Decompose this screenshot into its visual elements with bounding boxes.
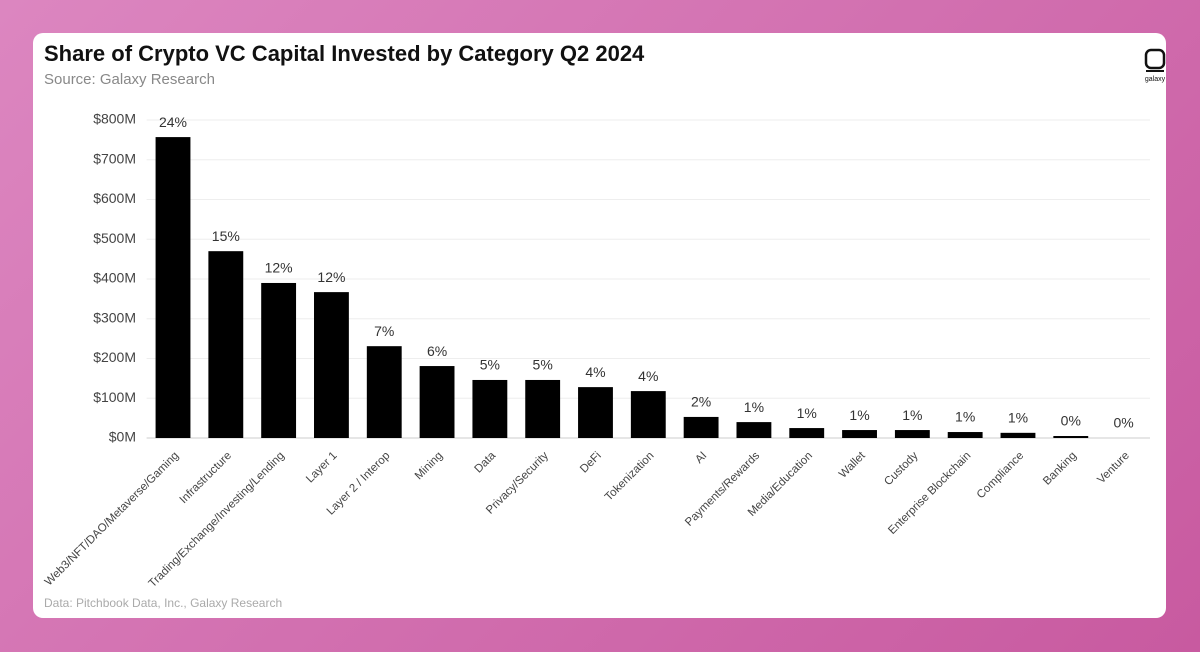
- bar: [630, 391, 666, 438]
- x-tick-label: Custody: [882, 450, 920, 488]
- y-tick-label: $600M: [93, 190, 136, 206]
- bar: [419, 366, 455, 438]
- y-tick-label: $400M: [93, 270, 136, 286]
- chart-title: Share of Crypto VC Capital Invested by C…: [44, 41, 645, 66]
- bar-share-label: 15%: [212, 228, 240, 244]
- y-tick-label: $700M: [93, 150, 136, 166]
- bar-share-label: 4%: [638, 368, 658, 384]
- bar: [314, 292, 349, 438]
- logo-icon: [1144, 48, 1166, 70]
- bar-share-label: 5%: [480, 357, 500, 373]
- bar-share-label: 0%: [1061, 413, 1081, 429]
- bar: [842, 430, 877, 438]
- bar: [683, 416, 719, 438]
- x-tick-label: Tokenization: [603, 450, 657, 504]
- bar: [578, 387, 613, 438]
- x-tick-label: Compliance: [975, 450, 1026, 501]
- bar-share-label: 7%: [374, 323, 394, 339]
- bar-share-label: 1%: [744, 399, 764, 415]
- bar-share-label: 5%: [533, 357, 553, 373]
- bar: [472, 379, 508, 438]
- footnote: Data: Pitchbook Data, Inc., Galaxy Resea…: [44, 596, 282, 610]
- bar-share-label: 12%: [265, 260, 293, 276]
- bar-share-label: 1%: [1008, 410, 1028, 426]
- x-tick-label: Banking: [1041, 450, 1079, 488]
- bar: [789, 428, 825, 438]
- y-tick-label: $200M: [93, 349, 136, 365]
- y-tick-label: $0M: [109, 429, 136, 445]
- bar-share-label: 1%: [902, 407, 922, 423]
- x-tick-label: Data: [472, 449, 498, 475]
- logo-text: galaxy: [1145, 76, 1166, 83]
- y-tick-label: $800M: [93, 111, 136, 127]
- bar-share-label: 1%: [849, 407, 869, 423]
- bar-share-label: 1%: [797, 405, 817, 421]
- x-tick-label: Infrastructure: [178, 450, 234, 506]
- bar: [1000, 432, 1036, 438]
- bar-share-label: 4%: [585, 364, 605, 380]
- x-tick-label: DeFi: [578, 450, 604, 476]
- bar-share-label: 6%: [427, 343, 447, 359]
- bar-share-label: 24%: [159, 114, 187, 130]
- y-tick-label: $300M: [93, 309, 136, 325]
- bar: [208, 251, 244, 438]
- x-tick-label: AI: [693, 450, 709, 466]
- bar: [736, 422, 772, 438]
- bar: [261, 282, 297, 438]
- x-tick-label: Payments/Rewards: [683, 450, 762, 529]
- bar: [155, 137, 191, 438]
- chart-subtitle: Source: Galaxy Research: [44, 71, 215, 88]
- x-tick-label: Venture: [1095, 450, 1132, 487]
- y-tick-label: $100M: [93, 389, 136, 405]
- bar-share-label: 2%: [691, 394, 711, 410]
- y-tick-label: $500M: [93, 230, 136, 246]
- bar-share-label: 12%: [317, 269, 345, 285]
- bar: [1053, 436, 1089, 438]
- bar: [366, 346, 402, 438]
- bar: [525, 379, 561, 438]
- bar-share-label: 0%: [1113, 415, 1133, 431]
- bar: [894, 430, 930, 438]
- x-tick-label: Layer 1: [304, 450, 340, 486]
- x-tick-label: Wallet: [837, 449, 868, 480]
- x-tick-label: Mining: [413, 450, 445, 482]
- bar-share-label: 1%: [955, 409, 975, 425]
- bar: [947, 432, 983, 438]
